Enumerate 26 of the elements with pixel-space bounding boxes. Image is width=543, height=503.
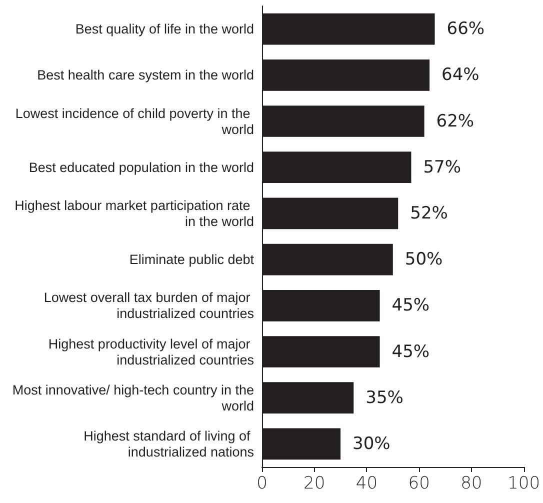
data-label: 50% <box>404 250 443 270</box>
y-tick-label: Lowest incidence of child poverty in the world <box>15 106 254 137</box>
y-tick-label: Lowest overall tax burden of major industrialized countries <box>44 290 254 322</box>
data-label: 64% <box>442 65 480 86</box>
x-tick-label: 100 <box>508 474 540 494</box>
x-tick-label: 20 <box>304 474 326 494</box>
x-tick-label: 80 <box>460 474 482 494</box>
x-tick-label: 40 <box>356 474 378 494</box>
y-tick-label: Best educated population in the world <box>28 160 254 175</box>
data-label: 45% <box>392 296 430 316</box>
data-label: 66% <box>446 19 485 40</box>
data-label: 35% <box>366 388 404 408</box>
y-tick-label: Best health care system in the world <box>37 68 254 83</box>
x-tick-label: 60 <box>408 474 430 494</box>
y-tick-label: Highest labour market participation rate in the world <box>14 198 254 229</box>
y-tick-label: Best quality of life in the world <box>75 22 254 37</box>
x-tick-label: 0 <box>256 474 268 494</box>
data-label: 57% <box>423 157 462 178</box>
data-label: 62% <box>436 111 474 132</box>
y-tick-label: Highest productivity level of major industrialized countries <box>48 336 254 368</box>
y-tick-label: Highest standard of living of industrialized nations <box>84 428 254 460</box>
data-label: 45% <box>392 342 430 362</box>
y-tick-label: Most innovative/ high-tech country in the world <box>12 382 254 414</box>
y-tick-label: Eliminate public debt <box>129 252 254 268</box>
data-label: 30% <box>352 434 390 454</box>
data-label: 52% <box>410 203 448 224</box>
